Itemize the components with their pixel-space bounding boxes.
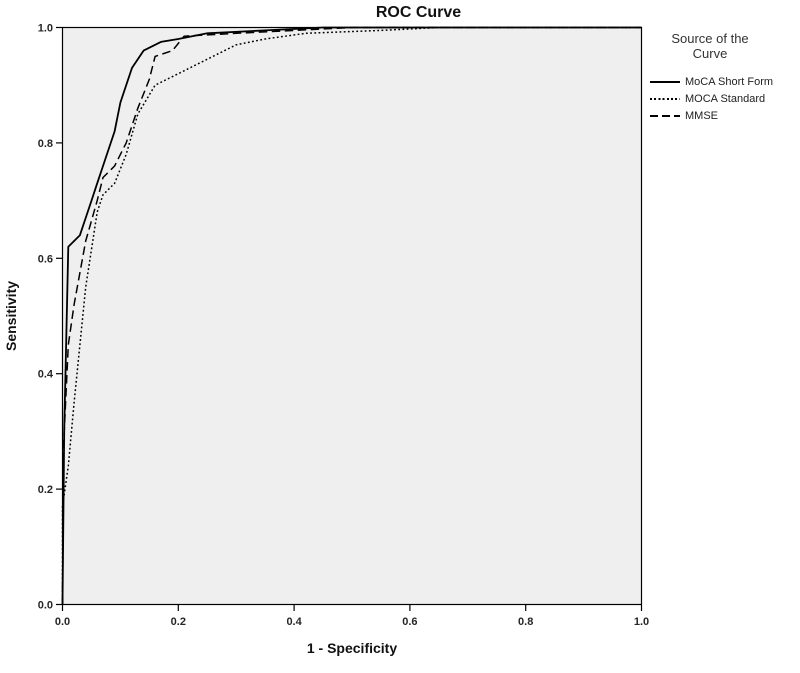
roc-series-dashed (61, 26, 642, 605)
legend-item-label: MMSE (685, 109, 718, 122)
chart-title: ROC Curve (375, 4, 462, 21)
y-axis-label: Sensitivity (3, 280, 19, 352)
y-tick-label: 0.6 (38, 253, 53, 265)
solid-line-sample (650, 80, 680, 83)
y-tick-label: 0.2 (38, 484, 53, 496)
legend-title: Source of the Curve (671, 31, 749, 61)
legend: Source of the Curve MoCA Short Form MOCA… (650, 31, 798, 127)
legend-item-moca-short-form: MoCA Short Form (650, 76, 798, 88)
dashed-line-sample (650, 114, 680, 117)
y-tick-label: 0.4 (38, 369, 54, 381)
legend-item-mmse: MMSE (650, 110, 798, 122)
x-tick-label: 0.4 (286, 616, 302, 628)
x-tick-label: 0.2 (171, 616, 186, 628)
roc-series-solid (61, 26, 642, 605)
y-tick-label: 0.8 (38, 138, 53, 150)
legend-item-moca-standard: MOCA Standard (650, 93, 798, 105)
legend-item-label: MOCA Standard (685, 92, 766, 105)
plot-background (61, 26, 643, 606)
y-tick-label: 0.0 (38, 600, 53, 612)
y-tick-label: 1.0 (38, 23, 53, 35)
x-axis-label: 1 - Specificity (306, 640, 398, 656)
dotted-line-sample (650, 97, 680, 100)
x-tick-label: 1.0 (634, 616, 649, 628)
x-tick-label: 0.8 (518, 616, 533, 628)
x-tick-label: 0.0 (55, 616, 70, 628)
legend-item-label: MoCA Short Form (685, 75, 774, 88)
plot-area: 0.0 0.2 0.4 0.6 0.8 1.0 0.0 0.2 0.4 0.6 0.8 1.0 (38, 23, 649, 629)
x-tick-label: 0.6 (402, 616, 417, 628)
